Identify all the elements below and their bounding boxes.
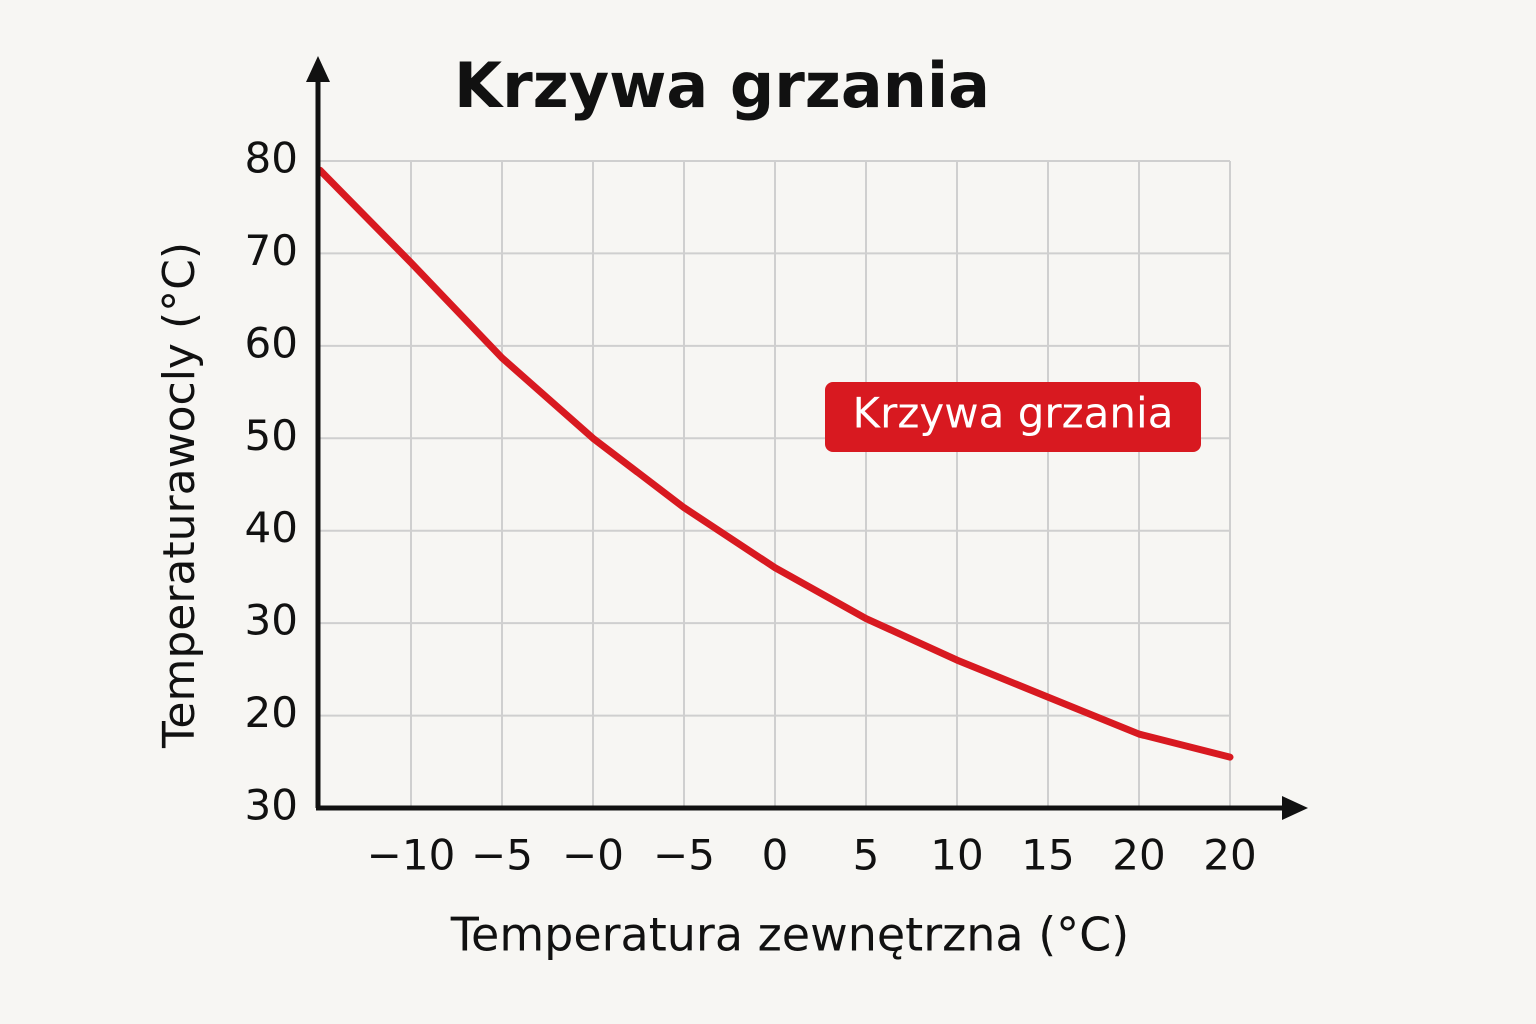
x-tick-label: −0 — [562, 831, 624, 880]
x-tick-label: 15 — [1021, 831, 1074, 880]
y-tick-label: 30 — [245, 596, 298, 645]
y-tick-label: 40 — [245, 503, 298, 552]
x-tick-label: 10 — [930, 831, 983, 880]
plot — [316, 166, 1234, 761]
legend-label: Krzywa grzania — [853, 389, 1174, 438]
x-tick-label: 20 — [1112, 831, 1165, 880]
y-tick-label: 70 — [245, 226, 298, 275]
y-tick-label: 60 — [245, 318, 298, 367]
chart-title: Krzywa grzania — [454, 49, 990, 122]
x-tick-label: −5 — [471, 831, 533, 880]
x-axis-arrow — [1282, 796, 1308, 820]
y-axis-label: Temperaturawocly (°C) — [154, 242, 205, 749]
x-tick-label: 0 — [762, 831, 789, 880]
x-tick-label: 5 — [853, 831, 880, 880]
x-tick-label: −5 — [653, 831, 715, 880]
y-tick-label: 80 — [245, 134, 298, 183]
x-tick-label: 20 — [1203, 831, 1256, 880]
y-tick-label: 20 — [245, 688, 298, 737]
line — [316, 166, 1234, 761]
y-axis-arrow — [306, 56, 330, 82]
y-tick-label: 30 — [245, 781, 298, 830]
y-tick-label: 50 — [245, 411, 298, 460]
legend-box — [825, 382, 1201, 452]
grid — [320, 160, 1231, 809]
x-tick-label: −10 — [367, 831, 456, 880]
x-axis-label: Temperatura zewnętrzna (°C) — [450, 908, 1130, 962]
